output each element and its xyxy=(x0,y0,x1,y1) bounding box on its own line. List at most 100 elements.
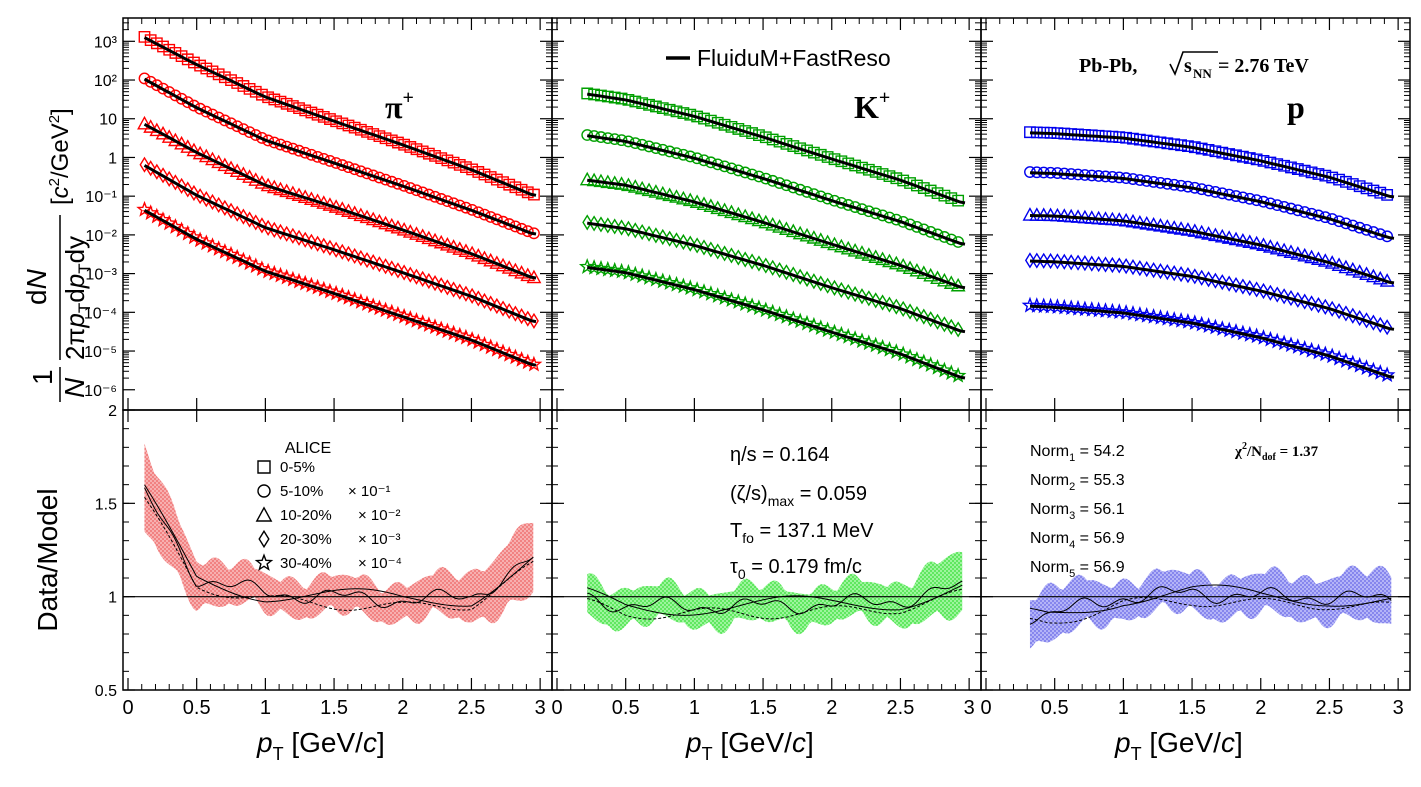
data-point xyxy=(509,220,522,233)
data-point xyxy=(1248,327,1265,344)
data-point xyxy=(807,188,820,200)
param-tau-post: = 0.179 fm/c xyxy=(746,556,862,578)
data-point xyxy=(629,137,642,149)
data-point xyxy=(773,135,786,148)
data-point xyxy=(643,140,655,153)
data-point xyxy=(746,127,758,139)
data-point xyxy=(225,117,237,130)
data-point xyxy=(849,159,862,172)
particle-label: K+ xyxy=(854,87,890,125)
model-legend-label: FluiduM+FastReso xyxy=(697,45,891,71)
data-point xyxy=(579,171,595,186)
data-point xyxy=(1073,254,1084,271)
data-point xyxy=(528,188,540,201)
data-point xyxy=(466,163,479,176)
data-point xyxy=(485,295,496,312)
legend-entry: 5-10% xyxy=(280,483,323,500)
data-point xyxy=(890,172,903,185)
data-point xyxy=(515,222,528,235)
data-point xyxy=(263,219,274,236)
data-point xyxy=(280,97,293,110)
data-point xyxy=(478,168,491,181)
data-point xyxy=(1093,255,1104,273)
data-point xyxy=(897,216,910,228)
data-point xyxy=(1327,300,1338,317)
data-point xyxy=(1250,153,1263,166)
data-point xyxy=(773,177,786,189)
data-point xyxy=(262,91,275,104)
svg-text:N: N xyxy=(59,377,90,398)
data-point xyxy=(404,141,417,153)
data-point xyxy=(423,272,434,290)
data-point xyxy=(385,134,398,147)
data-point xyxy=(405,266,416,283)
data-point xyxy=(898,300,909,318)
data-point xyxy=(904,177,916,189)
y-tick-label: 10 xyxy=(99,112,117,129)
y-tick-label: 10³ xyxy=(94,34,118,51)
data-point xyxy=(157,40,169,53)
legend-marker-star xyxy=(254,553,274,571)
data-point xyxy=(1200,317,1217,334)
param-zeta-s-pre: (ζ/s) xyxy=(730,483,768,505)
data-point xyxy=(1333,215,1345,228)
x-tick-label: 2 xyxy=(826,697,837,719)
data-point xyxy=(766,133,779,146)
data-point xyxy=(678,233,689,251)
data-point xyxy=(759,131,772,144)
data-point xyxy=(1258,282,1269,300)
data-point xyxy=(644,225,655,242)
data-point xyxy=(1271,199,1284,211)
ratio-band-1 xyxy=(144,443,534,626)
data-point xyxy=(1326,171,1339,184)
data-point xyxy=(1299,293,1310,310)
data-point xyxy=(828,194,841,207)
data-point xyxy=(275,223,286,240)
data-point xyxy=(661,274,678,291)
data-point xyxy=(938,189,951,202)
data-point xyxy=(175,92,188,105)
data-point xyxy=(623,220,634,237)
data-point xyxy=(1059,253,1070,270)
x-tick-label: 2.5 xyxy=(887,697,915,719)
data-point xyxy=(484,171,497,183)
data-point xyxy=(1334,303,1345,320)
data-point xyxy=(814,148,827,161)
normalization-list: Norm1 = 54.2 Norm2 = 55.3 Norm3 = 56.1 Norm… xyxy=(1030,443,1125,580)
data-point xyxy=(163,86,176,98)
data-point xyxy=(497,215,509,228)
data-point xyxy=(884,296,895,313)
model-curve xyxy=(586,92,966,205)
data-point xyxy=(633,267,651,284)
data-point xyxy=(849,201,862,213)
chi2-post: = 1.37 xyxy=(1276,444,1319,460)
data-point xyxy=(952,236,965,248)
data-point xyxy=(911,305,922,323)
data-point xyxy=(324,113,336,125)
data-point xyxy=(1234,324,1252,341)
data-point xyxy=(1155,263,1166,280)
data-point xyxy=(685,235,696,252)
param-tfo-sub: fo xyxy=(742,530,754,546)
data-point xyxy=(739,125,752,137)
data-point xyxy=(1298,206,1311,218)
x-tick-label: 3 xyxy=(964,697,975,719)
param-zeta-s: (ζ/s)max = 0.059 xyxy=(730,483,867,509)
data-point xyxy=(490,173,503,186)
panel-1: π+ 0 0.5 1 1.5 2 2.5 3 10⁻⁶ 10⁻⁵ 10⁻⁴ 10⁻³ 10⁻² 10⁻¹ 1… xyxy=(84,17,553,719)
data-point xyxy=(1230,190,1242,202)
legend-scale: × 10⁻¹ xyxy=(348,483,391,500)
data-point xyxy=(373,130,386,143)
model-curve xyxy=(587,178,966,290)
data-point xyxy=(330,157,343,169)
model-curve xyxy=(1029,304,1395,379)
data-point xyxy=(616,219,627,236)
data-point xyxy=(931,228,944,241)
norm-entry: Norm4 = 56.9 xyxy=(1030,530,1125,551)
data-point xyxy=(343,245,354,262)
data-point xyxy=(249,129,262,141)
legend-marker-triangle xyxy=(255,506,273,522)
data-point xyxy=(739,166,752,179)
data-point xyxy=(1272,286,1283,303)
data-point xyxy=(704,114,717,127)
